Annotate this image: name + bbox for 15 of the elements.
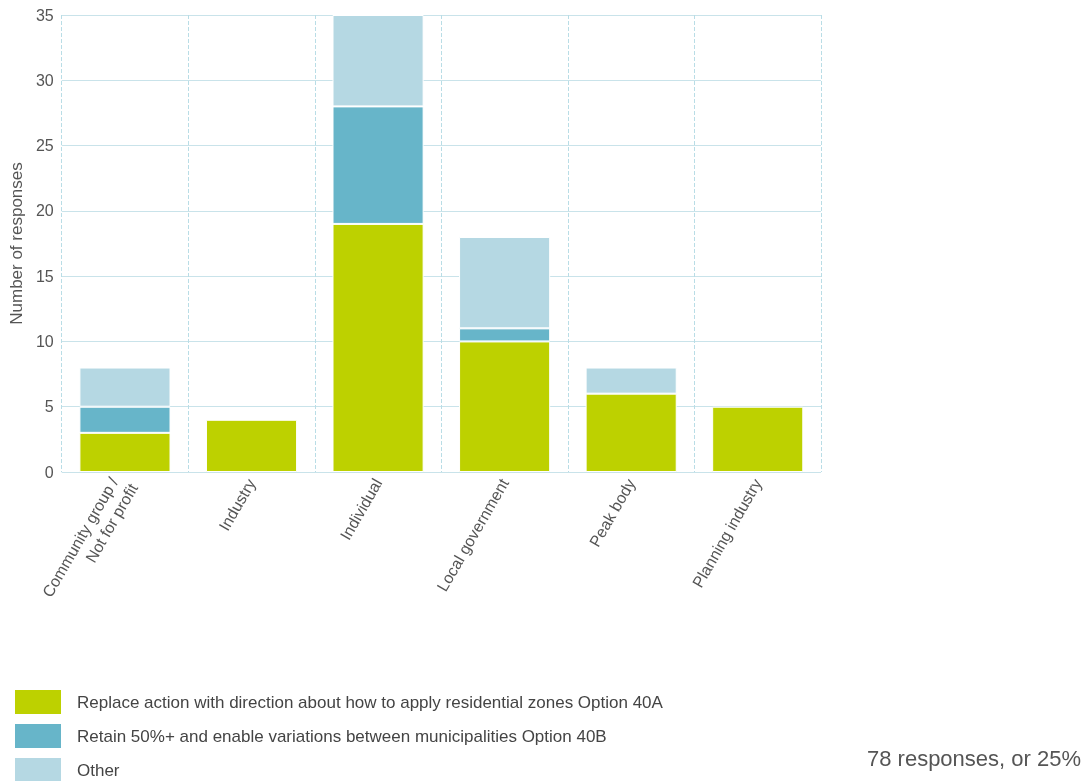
y-tick-label: 35 bbox=[35, 6, 54, 24]
bar bbox=[712, 406, 804, 472]
y-tick-label: 30 bbox=[35, 71, 54, 89]
bar bbox=[205, 419, 298, 472]
y-tick-label: 5 bbox=[44, 398, 54, 416]
text: 78 responses, or 25% bbox=[866, 745, 1082, 771]
legend-label: Replace action with direction about how to apply residential zones Option 40A bbox=[77, 692, 664, 712]
legend-label: Retain 50%+ and enable variations between municipalities Option 40B bbox=[77, 726, 607, 746]
legend-label: Other bbox=[77, 760, 120, 780]
y-tick-label: 20 bbox=[35, 202, 54, 220]
y-tick-label: 25 bbox=[35, 137, 54, 155]
y-tick-label: 15 bbox=[35, 267, 54, 285]
y-tick-label: 0 bbox=[44, 463, 54, 481]
y-axis-title: Number of responses bbox=[7, 162, 26, 325]
y-tick-label: 10 bbox=[35, 332, 54, 350]
